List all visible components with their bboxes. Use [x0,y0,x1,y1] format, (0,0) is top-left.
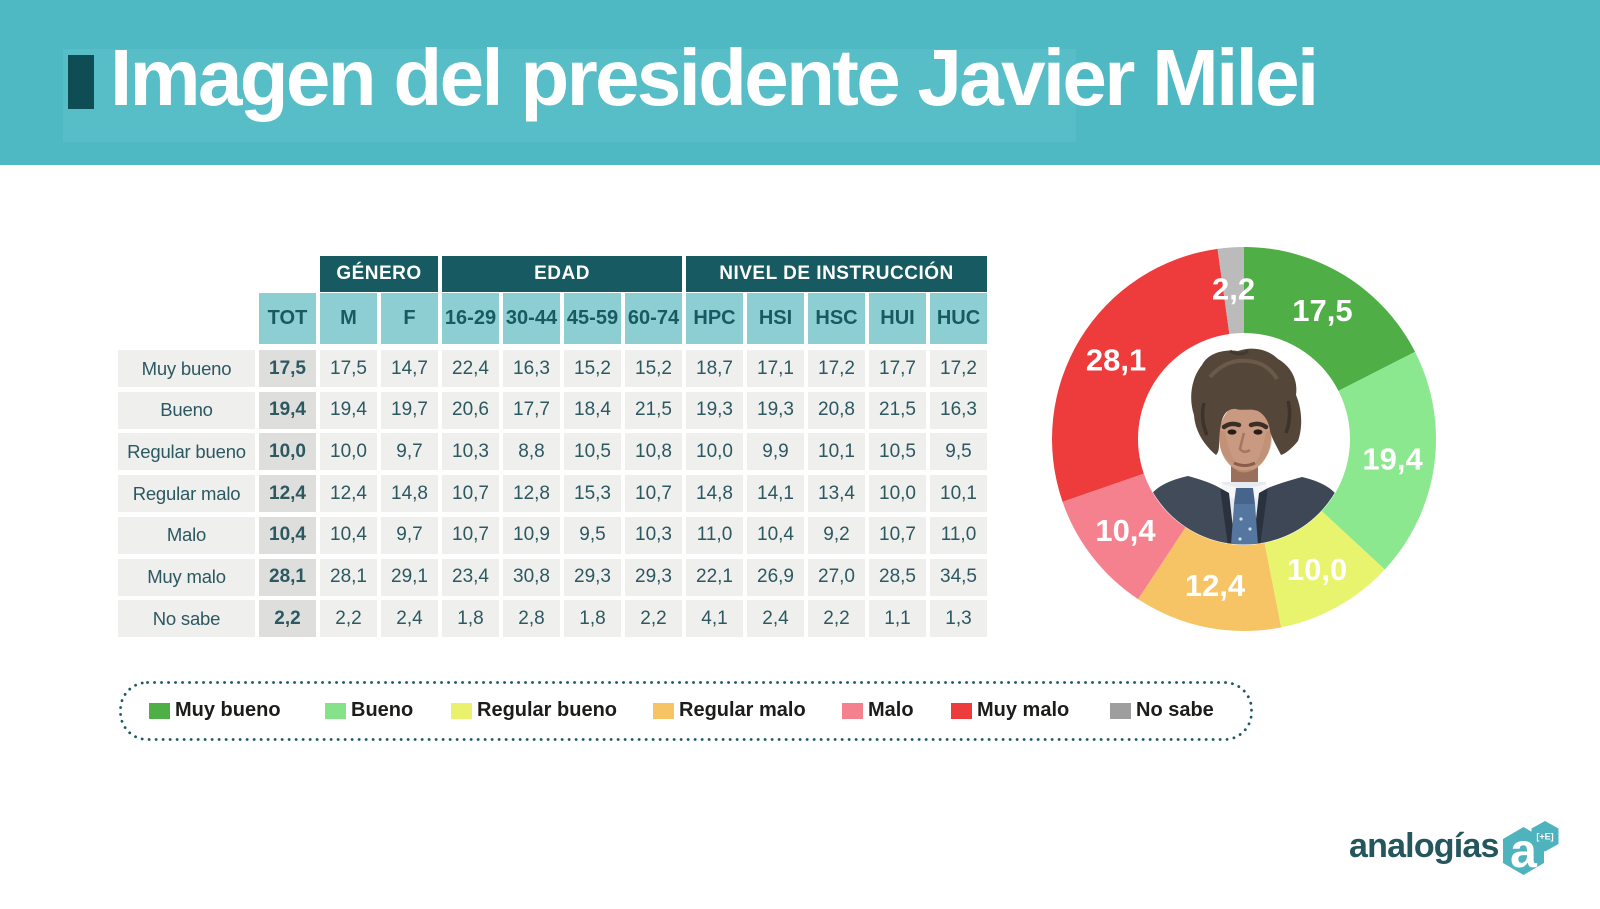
svg-text:19,4: 19,4 [1362,442,1423,477]
svg-text:10,4: 10,4 [1095,513,1156,548]
svg-text:10,0: 10,0 [1287,552,1347,587]
svg-text:[+E]: [+E] [1536,832,1553,842]
svg-text:17,5: 17,5 [1292,293,1352,328]
svg-text:2,2: 2,2 [1212,271,1255,306]
svg-text:a: a [1510,825,1537,877]
svg-text:12,4: 12,4 [1185,568,1246,603]
svg-text:28,1: 28,1 [1086,343,1146,378]
